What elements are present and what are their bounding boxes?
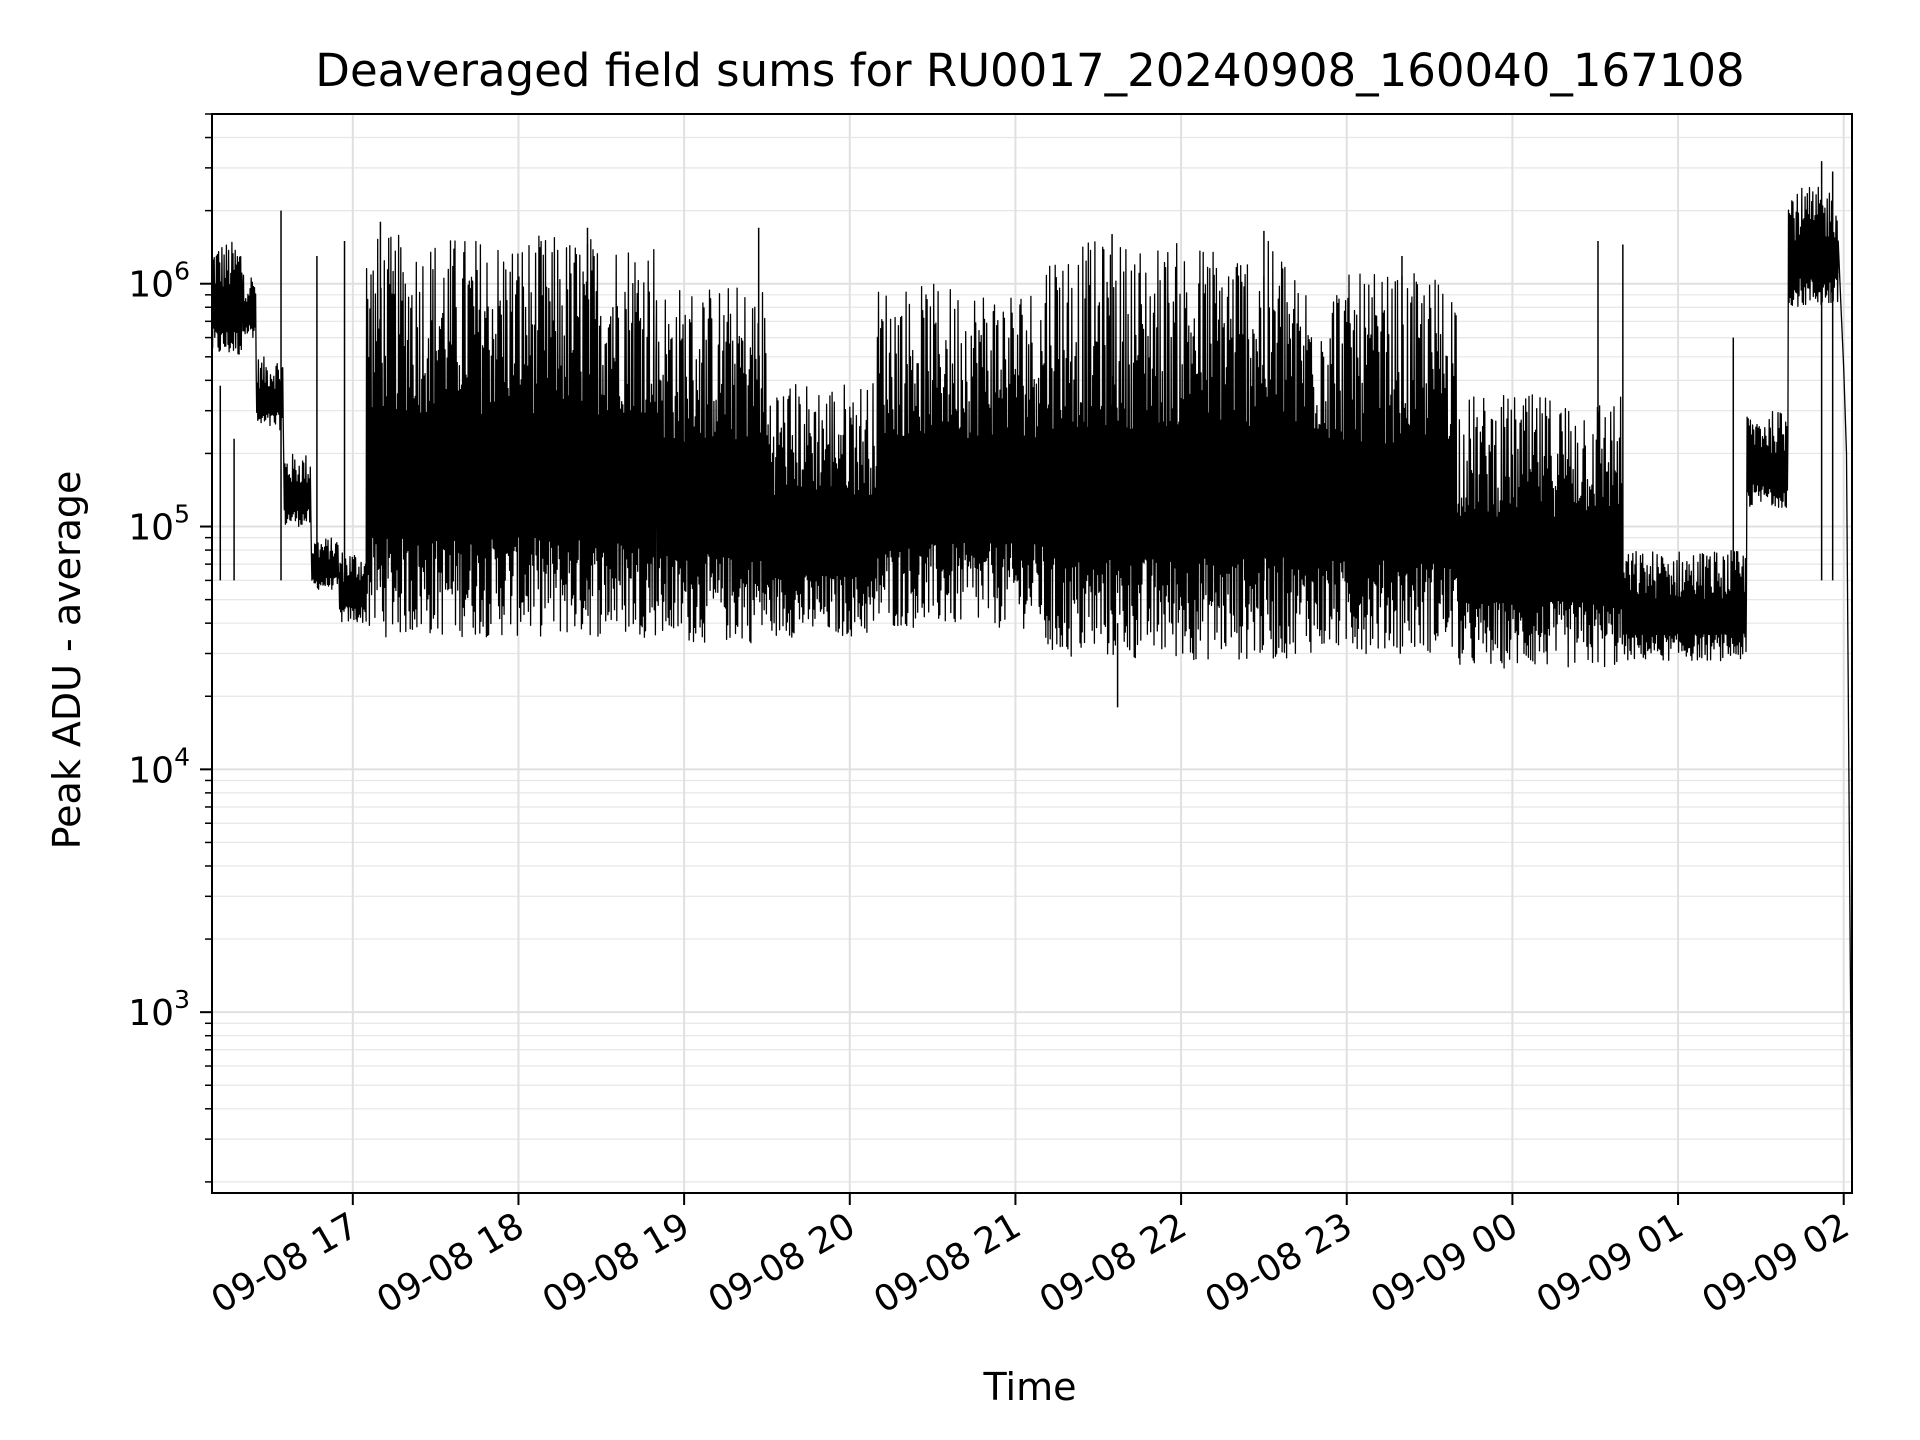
data-series-line — [211, 186, 1853, 1194]
y-tick-label: 104 — [128, 742, 190, 791]
data-line-layer — [211, 161, 1853, 1194]
chart-title: Deaveraged field sums for RU0017_2024090… — [315, 44, 1744, 97]
x-axis-label: Time — [983, 1365, 1077, 1409]
y-tick-label: 106 — [128, 257, 190, 306]
y-axis-label: Peak ADU - average — [45, 471, 89, 850]
y-tick-label: 103 — [128, 985, 190, 1034]
y-tick-label: 105 — [128, 500, 190, 549]
